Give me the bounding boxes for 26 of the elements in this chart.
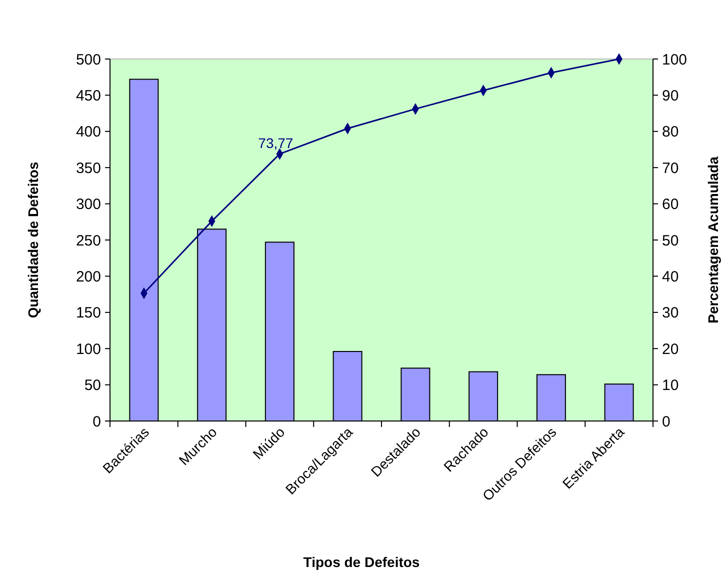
y2-tick-label: 20: [662, 340, 679, 358]
y-tick-label: 250: [76, 232, 101, 250]
y2-tick-label: 10: [662, 377, 679, 394]
y2-tick-label: 90: [662, 87, 679, 104]
y-tick-label: 0: [92, 413, 101, 430]
y2-tick-label: 0: [662, 413, 670, 430]
y-tick-label: 400: [76, 124, 101, 141]
data-label: 73,77: [258, 134, 294, 151]
y-tick-label: 150: [76, 304, 101, 322]
y-axis-title: Quantidade de Defeitos: [25, 162, 41, 318]
y-tick-label: 300: [76, 196, 101, 214]
y2-tick-label: 40: [662, 268, 679, 286]
y-tick-label: 450: [76, 87, 101, 104]
y2-tick-label: 70: [662, 160, 679, 177]
y2-tick-label: 30: [662, 304, 679, 322]
y2-axis-title: Percentagem Acumulada: [705, 156, 721, 324]
y2-tick-label: 60: [662, 196, 679, 214]
x-axis-title: Tipos de Defeitos: [303, 554, 420, 570]
y2-tick-label: 100: [662, 51, 688, 68]
y2-tick-label: 50: [662, 232, 679, 250]
y-tick-label: 200: [76, 268, 101, 286]
y-tick-label: 50: [84, 377, 101, 394]
y-tick-label: 100: [76, 340, 101, 358]
y-tick-label: 500: [76, 51, 101, 68]
y-tick-label: 350: [76, 160, 101, 177]
y2-tick-label: 80: [662, 124, 679, 141]
